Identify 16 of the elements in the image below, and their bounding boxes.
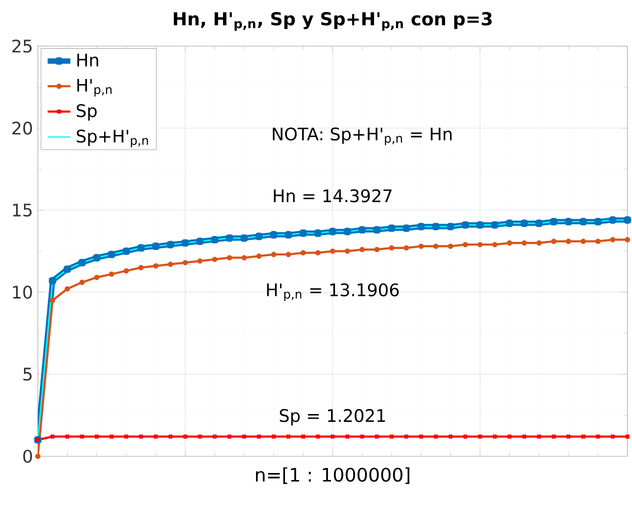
y-tick-label: 15: [13, 204, 32, 217]
annotation: H'$_{p,n}$ = 13.1906: [267, 283, 399, 302]
y-tick-label: 10: [13, 286, 32, 299]
legend-label: H'$_{p,n}$: [77, 79, 112, 97]
legend-label: Hn: [77, 54, 98, 66]
chart-title: Hn, H'$_{p,n}$, Sp y Sp+H'$_{p,n}$ con p=3: [174, 12, 492, 31]
y-tick-label: 5: [23, 368, 32, 381]
y-tick-label: 0: [23, 450, 32, 463]
y-tick-label: 20: [12, 122, 32, 135]
legend-label: Sp+H'$_{p,n}$: [76, 130, 148, 148]
annotation: Sp = 1.2021: [280, 409, 385, 426]
x-axis-title: n=[1 : 1000000]: [256, 467, 410, 484]
legend-label: Sp: [76, 104, 97, 121]
y-tick-label: 25: [12, 40, 32, 53]
annotation: NOTA: Sp+H'$_{p,n}$ = Hn: [272, 128, 452, 146]
annotation: Hn = 14.3927: [274, 189, 392, 202]
